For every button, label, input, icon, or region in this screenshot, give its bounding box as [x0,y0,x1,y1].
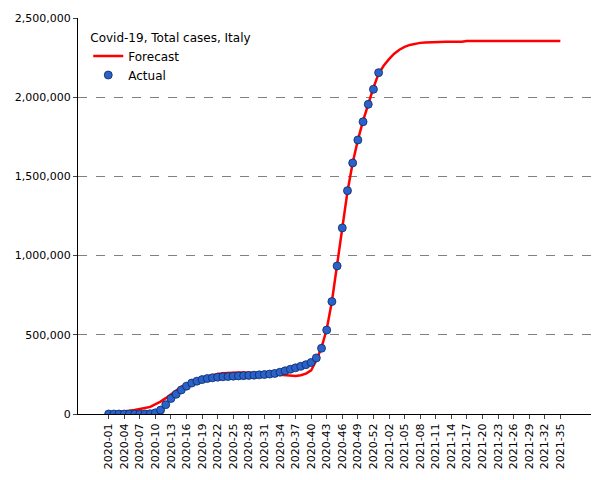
svg-text:2020-49: 2020-49 [351,423,364,469]
svg-text:2021-02: 2021-02 [383,423,396,469]
svg-text:2020-25: 2020-25 [227,423,240,469]
svg-text:2021-23: 2021-23 [492,423,505,469]
svg-text:2021-05: 2021-05 [398,423,411,469]
svg-text:Covid-19, Total cases, Italy: Covid-19, Total cases, Italy [90,31,250,45]
svg-text:2020-19: 2020-19 [196,423,209,469]
svg-text:2021-11: 2021-11 [429,423,442,469]
svg-text:2020-10: 2020-10 [149,423,162,469]
svg-text:1,000,000: 1,000,000 [15,249,71,262]
svg-text:2020-40: 2020-40 [305,423,318,469]
svg-text:0: 0 [64,408,71,421]
svg-text:2020-46: 2020-46 [336,423,349,469]
svg-text:Actual: Actual [128,69,166,83]
svg-text:2021-14: 2021-14 [445,423,458,469]
svg-text:2020-13: 2020-13 [165,423,178,469]
svg-text:2021-35: 2021-35 [554,423,567,469]
svg-text:2021-32: 2021-32 [538,423,551,469]
svg-text:1,500,000: 1,500,000 [15,170,71,183]
svg-text:Forecast: Forecast [128,50,179,64]
svg-text:2,500,000: 2,500,000 [15,12,71,25]
svg-text:2020-22: 2020-22 [211,423,224,469]
svg-text:2021-17: 2021-17 [460,423,473,469]
svg-text:2021-20: 2021-20 [476,423,489,469]
svg-text:2020-16: 2020-16 [180,423,193,469]
svg-text:2020-52: 2020-52 [367,423,380,469]
svg-text:2020-07: 2020-07 [133,423,146,469]
svg-text:2020-37: 2020-37 [289,423,302,469]
svg-text:2020-01: 2020-01 [102,423,115,469]
svg-text:2021-26: 2021-26 [507,423,520,469]
svg-text:2020-34: 2020-34 [274,423,287,469]
svg-text:2,000,000: 2,000,000 [15,91,71,104]
svg-text:500,000: 500,000 [25,329,71,342]
svg-text:2020-28: 2020-28 [242,423,255,469]
svg-text:2021-08: 2021-08 [414,423,427,469]
svg-text:2021-29: 2021-29 [523,423,536,469]
svg-text:2020-04: 2020-04 [118,423,131,469]
svg-text:2020-43: 2020-43 [320,423,333,469]
svg-text:2020-31: 2020-31 [258,423,271,469]
